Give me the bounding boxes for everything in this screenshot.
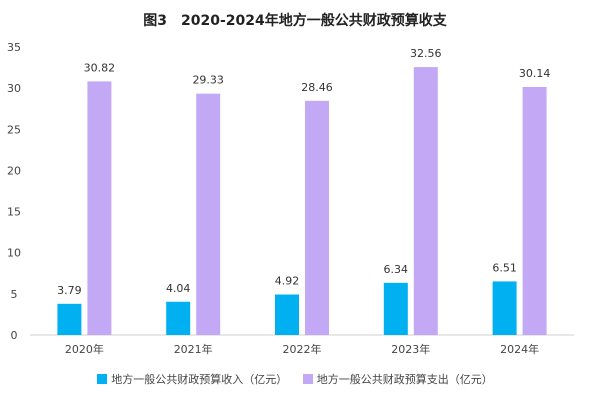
y-tick-label: 35 <box>7 41 21 54</box>
legend: 地方一般公共财政预算收入（亿元） 地方一般公共财政预算支出（亿元） <box>0 371 590 387</box>
legend-label-income: 地方一般公共财政预算收入（亿元） <box>111 373 288 386</box>
y-tick-label: 0 <box>11 329 18 342</box>
data-label-expenditure: 30.82 <box>84 61 116 74</box>
data-label-expenditure: 29.33 <box>192 74 224 87</box>
y-tick-label: 30 <box>7 82 21 95</box>
bar-expenditure <box>305 100 329 336</box>
data-label-expenditure: 32.56 <box>410 47 442 60</box>
data-label-income: 6.51 <box>492 261 517 274</box>
legend-label-expenditure: 地方一般公共财政预算支出（亿元） <box>316 373 493 386</box>
bar-income <box>275 294 299 335</box>
data-label-expenditure: 28.46 <box>301 81 333 94</box>
x-tick-label: 2023年 <box>391 342 430 356</box>
chart-title: 图3 2020-2024年地方一般公共财政预算收支 <box>143 13 447 29</box>
bar-income <box>166 301 191 335</box>
data-label-expenditure: 30.14 <box>519 67 551 80</box>
data-label-income: 3.79 <box>57 284 82 297</box>
bar-expenditure <box>87 81 112 335</box>
y-tick-label: 5 <box>11 288 18 301</box>
bar-expenditure <box>196 93 221 335</box>
x-tick-label: 2021年 <box>174 342 213 356</box>
bar-expenditure <box>413 67 438 336</box>
legend-swatch-income <box>97 374 108 384</box>
x-tick-label: 2020年 <box>65 342 104 356</box>
x-tick-label: 2022年 <box>283 342 322 356</box>
bar-income <box>492 281 517 335</box>
x-tick-label: 2024年 <box>500 342 539 356</box>
data-label-income: 4.04 <box>166 282 191 295</box>
legend-swatch-expenditure <box>302 374 313 384</box>
legend-item-income: 地方一般公共财政预算收入（亿元） <box>97 371 287 387</box>
data-label-income: 4.92 <box>275 275 300 288</box>
bar-income <box>383 282 408 335</box>
y-tick-label: 10 <box>7 247 21 260</box>
legend-item-expenditure: 地方一般公共财政预算支出（亿元） <box>302 371 493 387</box>
bar-expenditure <box>522 86 547 335</box>
y-tick-label: 25 <box>7 123 21 136</box>
y-tick-label: 15 <box>7 206 21 219</box>
data-label-income: 6.34 <box>384 263 409 276</box>
y-tick-label: 20 <box>7 164 21 177</box>
bar-income <box>57 303 82 335</box>
